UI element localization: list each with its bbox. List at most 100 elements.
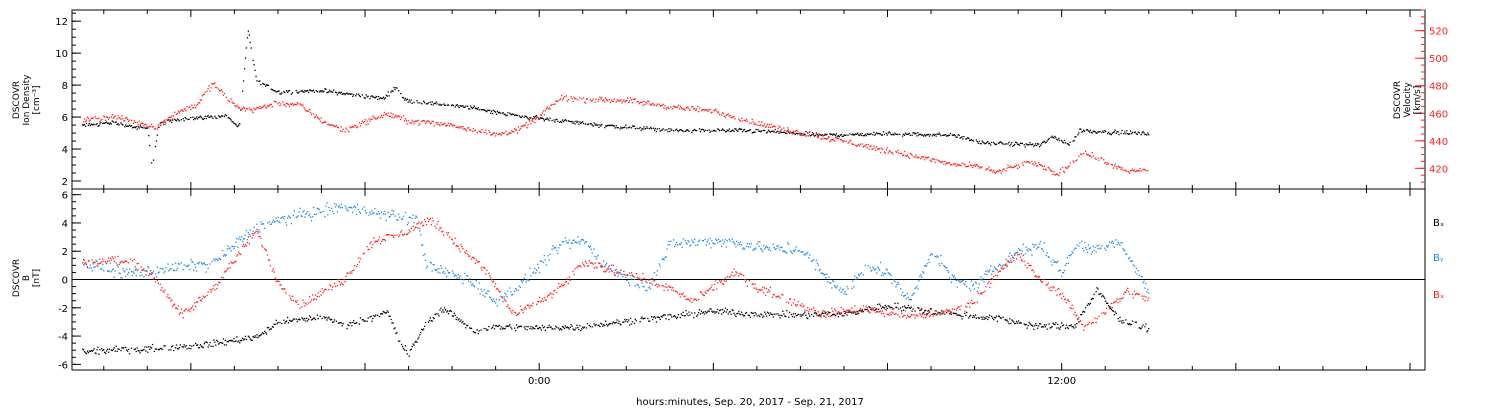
ion-density-series-point bbox=[929, 136, 930, 137]
by-series-point bbox=[806, 253, 807, 254]
ion-density-series-point bbox=[696, 130, 697, 131]
velocity-series-point bbox=[721, 115, 722, 116]
by-series-point bbox=[355, 207, 356, 208]
bx-series-point bbox=[1034, 325, 1035, 326]
bx-series-point bbox=[417, 338, 418, 339]
bz-series-point bbox=[762, 287, 763, 288]
ion-density-series-point bbox=[113, 121, 114, 122]
velocity-series-point bbox=[309, 109, 310, 110]
bz-series-point bbox=[794, 299, 795, 300]
by-series-point bbox=[523, 280, 524, 281]
velocity-series-point bbox=[688, 108, 689, 109]
bz-series-point bbox=[103, 261, 104, 262]
ion-density-series-point bbox=[890, 132, 891, 133]
bx-series-point bbox=[570, 327, 571, 328]
by-series-point bbox=[240, 239, 241, 240]
by-series-point bbox=[480, 293, 481, 294]
by-series-point bbox=[117, 266, 118, 267]
by-series-point bbox=[681, 242, 682, 243]
bx-series-point bbox=[981, 317, 982, 318]
bx-series-point bbox=[554, 328, 555, 329]
ion-density-series-point bbox=[845, 135, 846, 136]
by-series-point bbox=[1108, 245, 1109, 246]
bx-series-point bbox=[793, 313, 794, 314]
velocity-series-point bbox=[694, 108, 695, 109]
ion-density-series-point bbox=[767, 131, 768, 132]
velocity-series-point bbox=[121, 115, 122, 116]
bz-series-point bbox=[862, 309, 863, 310]
by-series-point bbox=[426, 267, 427, 268]
velocity-series-point bbox=[480, 130, 481, 131]
ion-density-series-point bbox=[614, 126, 615, 127]
bx-series-point bbox=[898, 308, 899, 309]
velocity-series-point bbox=[792, 133, 793, 134]
bz-series-point bbox=[502, 297, 503, 298]
by-series-point bbox=[373, 212, 374, 213]
by-series-point bbox=[605, 264, 606, 265]
velocity-series-point bbox=[1034, 161, 1035, 162]
bx-series-point bbox=[1027, 325, 1028, 326]
ion-density-series-point bbox=[563, 121, 564, 122]
velocity-series-point bbox=[382, 117, 383, 118]
velocity-series-point bbox=[563, 98, 564, 99]
ion-density-series-point bbox=[1061, 140, 1062, 141]
by-series-point bbox=[965, 281, 966, 282]
by-series-point bbox=[618, 275, 619, 276]
bx-series-point bbox=[105, 353, 106, 354]
bx-series-point bbox=[733, 313, 734, 314]
velocity-series-point bbox=[977, 164, 978, 165]
velocity-series-point bbox=[914, 157, 915, 158]
ion-density-series-point bbox=[556, 119, 557, 120]
velocity-series-point bbox=[468, 127, 469, 128]
by-series-point bbox=[757, 241, 758, 242]
bx-series-point bbox=[341, 322, 342, 323]
bx-series-point bbox=[388, 312, 389, 313]
by-series-point bbox=[739, 244, 740, 245]
bx-series-point bbox=[203, 347, 204, 348]
bz-series-point bbox=[389, 234, 390, 235]
bz-series-point bbox=[276, 281, 277, 282]
bx-series-point bbox=[823, 316, 824, 317]
velocity-series-point bbox=[875, 150, 876, 151]
by-series-point bbox=[143, 276, 144, 277]
bz-series-point bbox=[370, 242, 371, 243]
bz-series-point bbox=[731, 274, 732, 275]
bx-series-point bbox=[257, 337, 258, 338]
bx-series-point bbox=[94, 348, 95, 349]
bx-series-point bbox=[348, 325, 349, 326]
by-series-point bbox=[877, 267, 878, 268]
bz-series-point bbox=[309, 296, 310, 297]
bx-series-point bbox=[975, 315, 976, 316]
by-series-point bbox=[478, 288, 479, 289]
top-left-axis-tick-label: 2 bbox=[62, 177, 68, 188]
by-series-point bbox=[1126, 253, 1127, 254]
bx-series-point bbox=[531, 328, 532, 329]
velocity-series-point bbox=[823, 135, 824, 136]
bx-series-point bbox=[880, 305, 881, 306]
by-series-point bbox=[982, 278, 983, 279]
by-series-point bbox=[781, 247, 782, 248]
velocity-series-point bbox=[117, 115, 118, 116]
by-series-point bbox=[677, 244, 678, 245]
velocity-series-point bbox=[560, 98, 561, 99]
ion-density-series-point bbox=[957, 137, 958, 138]
by-series-point bbox=[716, 240, 717, 241]
by-series-point bbox=[393, 211, 394, 212]
by-series-point bbox=[136, 275, 137, 276]
bx-series-point bbox=[208, 346, 209, 347]
bz-series-point bbox=[299, 308, 300, 309]
by-series-point bbox=[358, 209, 359, 210]
by-series-point bbox=[331, 208, 332, 209]
bx-series-point bbox=[146, 346, 147, 347]
ion-density-series-point bbox=[904, 135, 905, 136]
bx-series-point bbox=[659, 317, 660, 318]
by-series-point bbox=[709, 238, 710, 239]
bx-series-point bbox=[569, 328, 570, 329]
by-series-point bbox=[722, 239, 723, 240]
bx-series-point bbox=[208, 344, 209, 345]
velocity-series-point bbox=[573, 97, 574, 98]
bz-series-point bbox=[244, 246, 245, 247]
velocity-series-point bbox=[278, 102, 279, 103]
bz-series-point bbox=[334, 283, 335, 284]
by-series-point bbox=[386, 220, 387, 221]
